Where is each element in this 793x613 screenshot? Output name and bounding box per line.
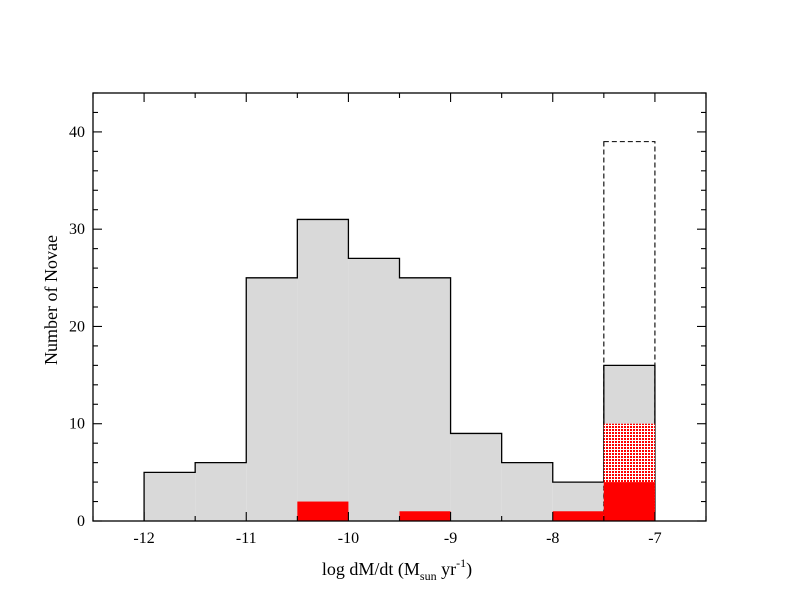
- histogram-bar: [195, 462, 247, 521]
- labels-layer: -12 -11 -10 -9 -8 -7 0 10 20 30 40: [69, 124, 662, 547]
- x-axis-label-subscript: sun: [420, 569, 437, 583]
- x-axis-label-end: ): [466, 559, 472, 580]
- histogram-bar: [348, 258, 400, 521]
- x-tick-label: -10: [338, 530, 359, 547]
- y-tick-label: 10: [69, 416, 85, 433]
- histogram-bar: [450, 433, 502, 521]
- red-solid-bar: [552, 511, 604, 521]
- histogram-bar: [501, 462, 553, 521]
- x-axis-label-main: log dM/dt (M: [322, 559, 420, 580]
- x-axis-label: log dM/dt (Msun yr-1): [322, 556, 472, 583]
- x-tick-label: -7: [648, 530, 661, 547]
- histogram-bar: [144, 472, 196, 521]
- x-tick-label: -12: [133, 530, 154, 547]
- histogram-bar: [399, 277, 451, 521]
- bars-layer: [143, 141, 656, 522]
- dashed-outline-bar: [603, 141, 656, 522]
- y-tick-label: 30: [69, 221, 85, 238]
- y-tick-label: 20: [69, 318, 85, 335]
- x-tick-label: -8: [546, 530, 559, 547]
- histogram-bar: [297, 219, 349, 522]
- red-solid-bar: [603, 482, 655, 521]
- histogram-bar: [246, 277, 298, 521]
- y-tick-label: 0: [77, 513, 85, 530]
- x-axis-label-middle: yr: [437, 559, 457, 579]
- x-tick-label: -9: [444, 530, 457, 547]
- red-solid-bar: [297, 501, 349, 521]
- x-axis-label-superscript: -1: [456, 556, 466, 570]
- y-axis-label: Number of Novae: [41, 235, 61, 365]
- x-tick-label: -11: [236, 530, 257, 547]
- red-solid-bar: [399, 511, 451, 521]
- histogram-step-outline: [143, 218, 656, 521]
- axes-layer: [92, 92, 707, 522]
- y-tick-label: 40: [69, 124, 85, 141]
